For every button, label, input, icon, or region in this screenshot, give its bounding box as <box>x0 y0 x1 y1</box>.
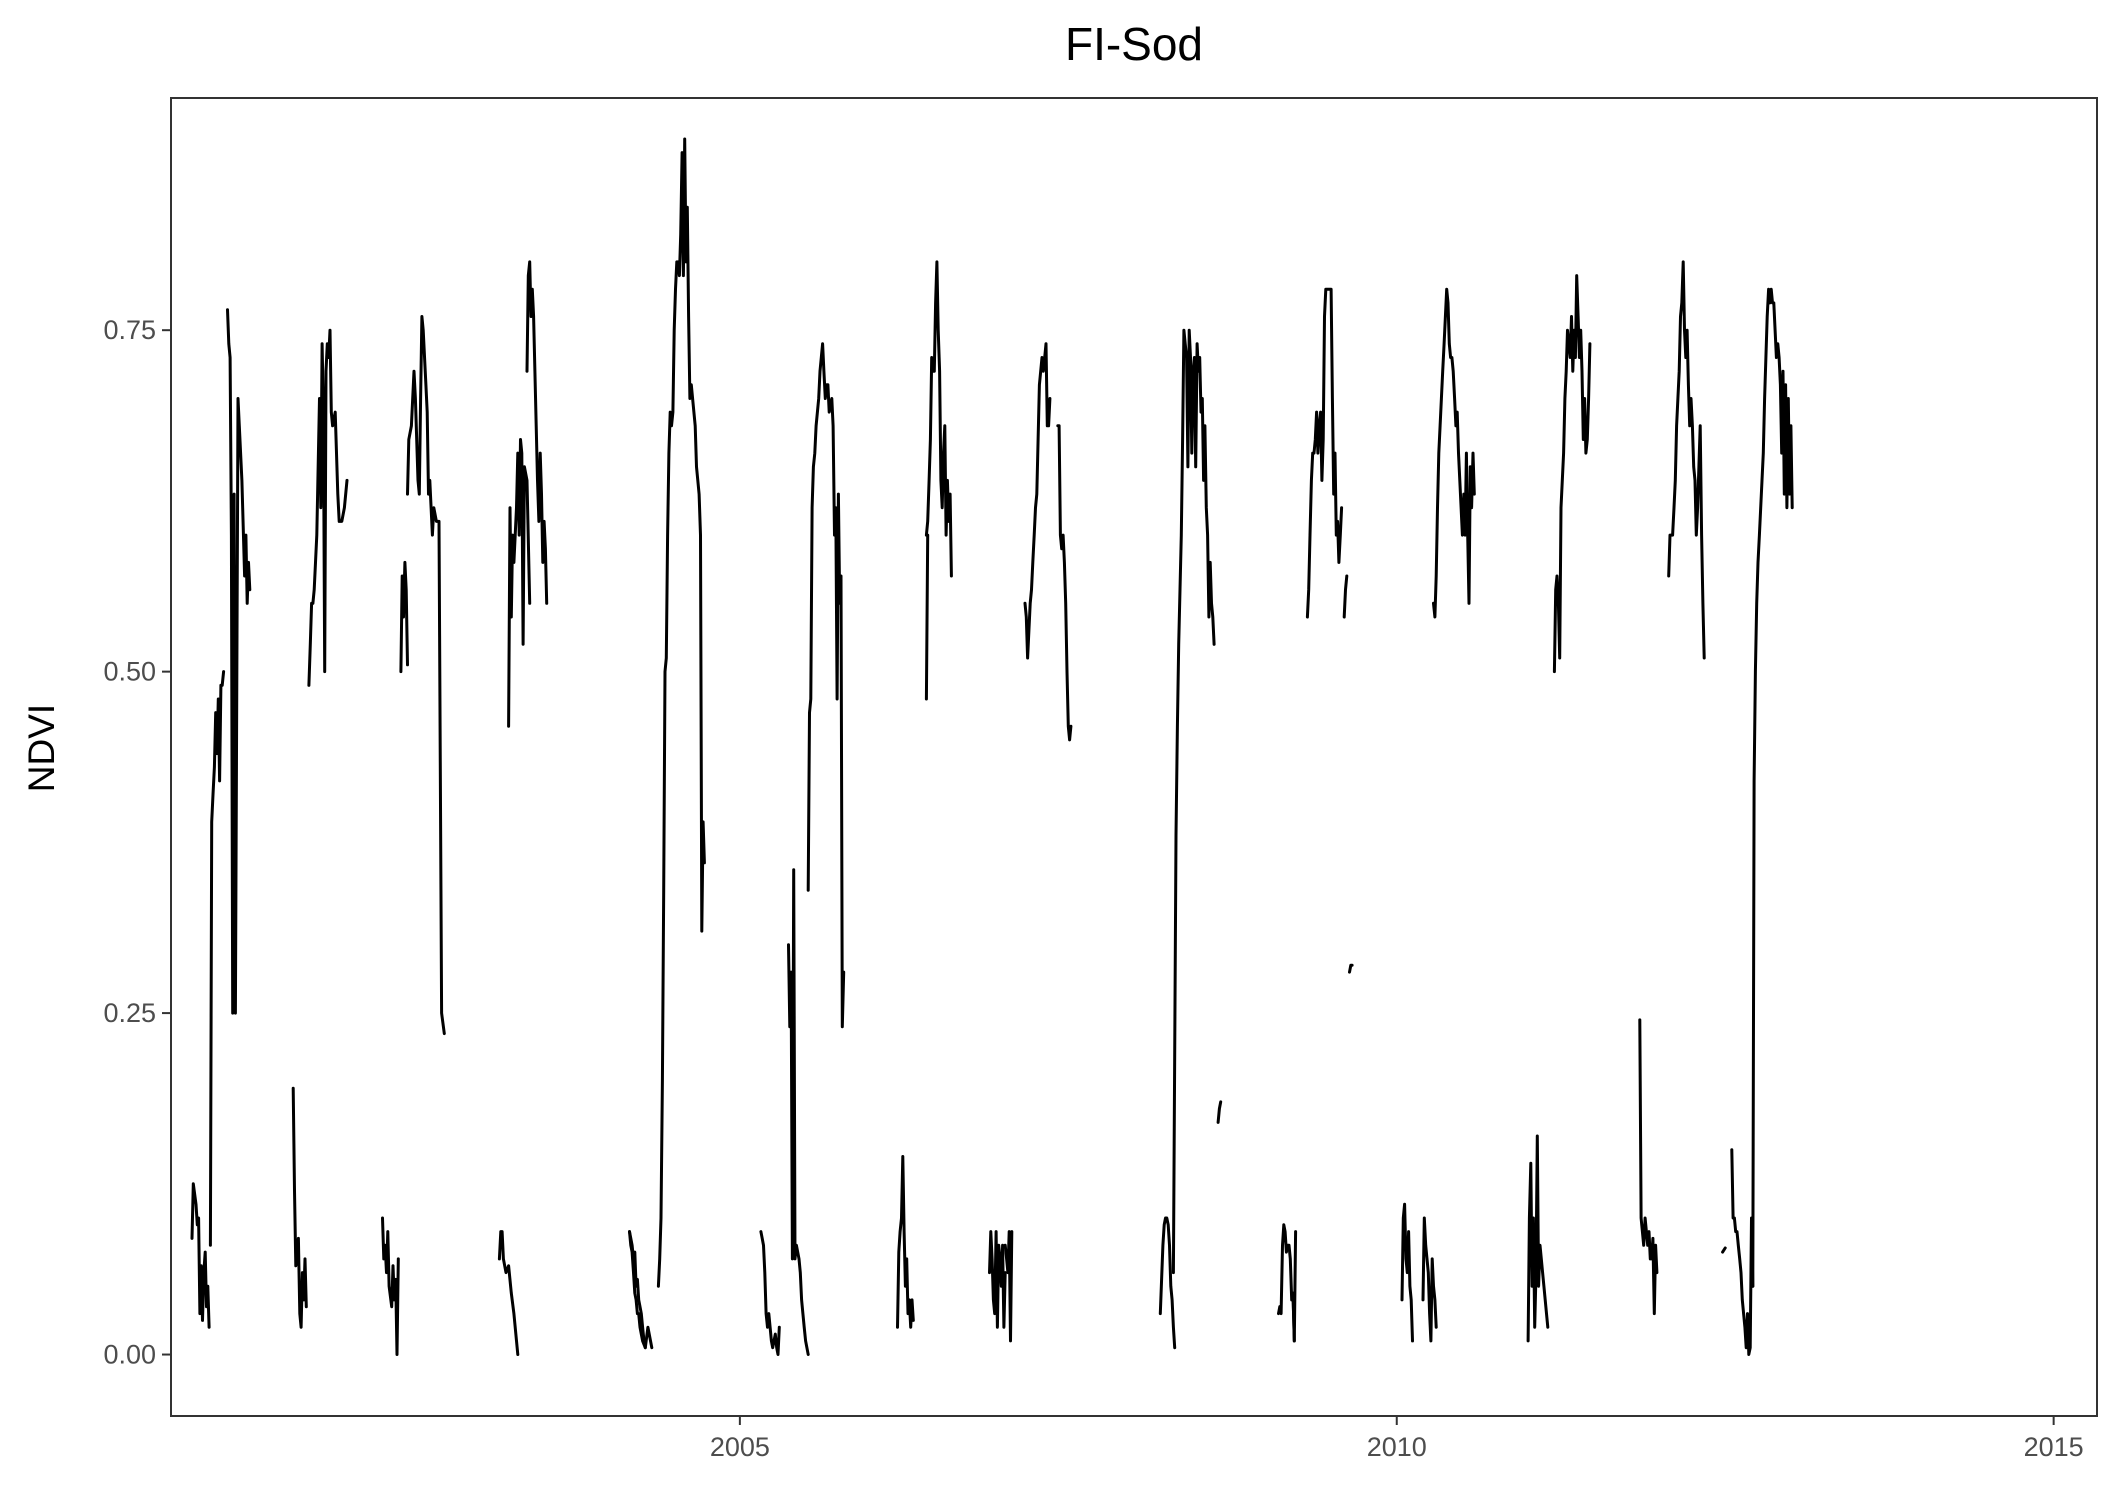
x-tick-label: 2010 <box>1367 1432 1427 1462</box>
ndvi-line-segment <box>307 328 349 687</box>
ndvi-line-segment <box>1421 1216 1438 1343</box>
ndvi-line-segment <box>190 1182 211 1329</box>
x-tick-label: 2005 <box>710 1432 770 1462</box>
x-tick-label: 2015 <box>2024 1432 2084 1462</box>
ndvi-line-segment <box>1342 574 1349 619</box>
ndvi-line-segment <box>1638 1018 1659 1316</box>
ndvi-line-segment <box>656 137 706 1288</box>
chart-title: FI-Sod <box>1065 18 1203 70</box>
ndvi-line-segment <box>1400 1202 1414 1343</box>
ndvi-line-segment <box>1200 397 1216 646</box>
ndvi-line-segment <box>924 260 953 578</box>
ndvi-line-segment <box>1432 287 1476 619</box>
plot-area: 0.00 0.25 0.50 0.75 2005 2010 2015 <box>103 97 2098 1462</box>
ndvi-line-segment <box>896 1155 915 1329</box>
ndvi-line-segment <box>1348 963 1354 974</box>
ndvi-line-segment <box>1291 1230 1298 1343</box>
ndvi-line-segment <box>525 260 549 605</box>
ndvi-line-segment <box>1667 260 1706 660</box>
ndvi-line-segment <box>406 315 446 1036</box>
y-tick-label: 0.25 <box>103 998 156 1028</box>
ndvi-line-segment <box>924 533 930 701</box>
ndvi-line-segment <box>1158 1216 1177 1350</box>
ndvi-line-segment <box>1730 1148 1755 1356</box>
ndvi-line-segment <box>1552 274 1592 674</box>
ndvi-line-segment <box>1023 342 1052 660</box>
ndvi-line-segment <box>291 1086 308 1329</box>
ndvi-line-segment <box>1721 1246 1727 1254</box>
ndvi-line-segment <box>399 560 409 674</box>
ndvi-line-segment <box>1003 1230 1014 1343</box>
ndvi-line-segment <box>208 670 226 1247</box>
ndvi-line-segment <box>381 1216 400 1356</box>
ndvi-line-segment <box>628 1230 654 1350</box>
ndvi-line-segment <box>1056 424 1073 742</box>
ndvi-line-segment <box>1751 287 1794 1288</box>
y-axis-title: NDVI <box>21 704 62 792</box>
plot-panel-border <box>170 97 2098 1417</box>
y-tick-label: 0.75 <box>103 315 156 345</box>
ndvi-line-segment <box>759 1230 781 1356</box>
ndvi-line-segment <box>1171 328 1204 1275</box>
ndvi-line-segment <box>1526 1134 1550 1343</box>
ndvi-line-segment <box>1305 287 1344 619</box>
ndvi-line-segment <box>1216 1100 1223 1124</box>
ndvi-line-segment <box>507 438 532 728</box>
y-tick-label: 0.50 <box>103 657 156 687</box>
ndvi-line-segment <box>988 1230 1007 1329</box>
y-tick-label: 0.00 <box>103 1340 156 1370</box>
ndvi-line-segment <box>787 868 810 1356</box>
ndvi-line-segment <box>806 342 846 1029</box>
ndvi-line-segment <box>226 308 252 1015</box>
ndvi-line-segment <box>497 1230 520 1356</box>
